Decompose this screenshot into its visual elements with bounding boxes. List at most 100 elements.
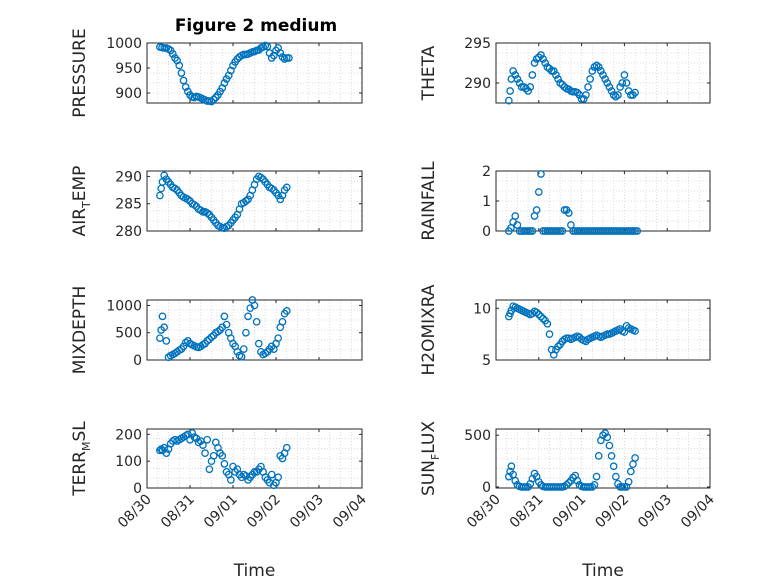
mixdepth-data-point <box>162 337 171 345</box>
mixdepth-series <box>156 296 291 362</box>
terr_msl-xtick-label: 09/04 <box>330 491 370 531</box>
terr_msl-data-point <box>220 460 229 468</box>
mixdepth-data-point <box>214 327 222 336</box>
air_temp-data-point <box>267 184 276 193</box>
pressure-grid <box>147 43 362 103</box>
pressure-series <box>156 41 293 106</box>
sun_flux-data-point <box>631 454 639 462</box>
sun_flux-xtick-label: 09/01 <box>550 492 590 532</box>
pressure-ytick-label: 950 <box>115 61 142 77</box>
terr_msl-xtick-label: 09/03 <box>287 492 327 532</box>
theta-ytick-label: 295 <box>464 36 491 52</box>
mixdepth-data-point <box>207 333 216 341</box>
pressure-ytick-label: 1000 <box>106 36 142 52</box>
terr_msl-plot-area <box>147 429 362 488</box>
pressure-axes-box <box>146 42 363 104</box>
theta-data-point <box>597 67 605 75</box>
theta-series <box>504 51 639 105</box>
mixdepth-data-point <box>222 320 231 329</box>
sun_flux-ytick-label: 500 <box>464 428 491 444</box>
theta-data-point <box>558 80 567 89</box>
theta-data-point <box>594 63 603 71</box>
sun_flux-data-point <box>590 481 599 489</box>
sun_flux-xlabel: Time <box>581 561 624 581</box>
terr_msl-series <box>156 429 291 490</box>
terr_msl-data-point <box>282 443 291 452</box>
h2omixra-data-point <box>534 310 543 319</box>
sun_flux-xtick-label: 09/03 <box>635 492 675 532</box>
sun_flux-xtick-label: 09/04 <box>678 491 718 531</box>
pressure-data-point <box>220 79 229 87</box>
theta-data-point <box>590 63 599 71</box>
air_temp-data-point <box>184 195 192 204</box>
panel-pressure: 900 950 1000 PRESSURE <box>70 28 363 118</box>
sun_flux-data-point <box>594 452 603 460</box>
rainfall-data-point <box>528 227 537 235</box>
theta-data-point <box>524 87 532 95</box>
sun_flux-data-point <box>592 472 601 481</box>
mixdepth-data-point <box>282 307 291 315</box>
air_temp-data-point <box>242 197 250 205</box>
theta-data-point <box>528 71 537 79</box>
h2omixra-ytick-label: 10 <box>473 301 491 317</box>
theta-data-point <box>511 71 520 79</box>
theta-data-point <box>607 87 616 95</box>
theta-data-point <box>522 84 530 93</box>
mixdepth-data-point <box>274 334 282 343</box>
theta-data-point <box>513 75 522 83</box>
air_temp-data-point <box>274 191 282 200</box>
sun_flux-xtick-label: 08/30 <box>464 492 504 532</box>
terr_msl-data-point <box>199 441 207 449</box>
air_temp-ytick-label: 280 <box>115 224 142 240</box>
mixdepth-data-point <box>160 323 169 332</box>
rainfall-data-point <box>537 170 545 178</box>
sun_flux-data-point <box>601 429 609 437</box>
air_temp-data-point <box>244 195 252 204</box>
theta-data-point <box>541 59 550 67</box>
pressure-data-point <box>181 83 190 91</box>
sun_flux-data-point <box>609 462 618 471</box>
air_temp-grid <box>147 171 362 231</box>
rainfall-data-point <box>511 212 520 220</box>
air_temp-data-point <box>257 173 265 182</box>
pressure-data-point <box>285 54 293 62</box>
sun_flux-data-point <box>511 476 520 485</box>
theta-data-point <box>530 59 539 67</box>
sun_flux-xtick-label: 09/02 <box>592 492 632 532</box>
h2omixra-grid <box>496 300 710 360</box>
pressure-data-point <box>276 49 285 57</box>
rainfall-data-point <box>558 227 567 235</box>
terr_msl-data-point <box>205 465 214 474</box>
theta-data-point <box>601 75 609 83</box>
terr_msl-data-point <box>274 473 282 482</box>
rainfall-data-point <box>532 206 541 214</box>
theta-data-point <box>545 64 554 73</box>
sun_flux-data-point <box>507 462 516 471</box>
terr_msl-xtick-label: 09/02 <box>244 492 284 532</box>
pressure-data-point <box>179 76 188 85</box>
theta-data-point <box>614 91 622 99</box>
pressure-data-point <box>160 44 169 52</box>
sun_flux-data-point <box>607 452 616 460</box>
terr_msl-data-point <box>218 451 227 460</box>
rainfall-data-point <box>534 188 543 196</box>
sun_flux-data-point <box>605 441 614 450</box>
air_temp-data-point <box>282 183 291 192</box>
theta-data-point <box>526 83 535 91</box>
terr_msl-ytick-label: 200 <box>115 427 142 443</box>
pressure-data-point <box>207 97 216 106</box>
mixdepth-ytick-label: 1000 <box>106 298 142 314</box>
sun_flux-series <box>504 429 639 491</box>
air_temp-series <box>156 171 291 233</box>
theta-data-point <box>618 79 627 87</box>
sun_flux-data-point <box>603 433 612 442</box>
h2omixra-data-point <box>537 312 545 321</box>
mixdepth-data-point <box>156 334 164 343</box>
terr_msl-data-point <box>201 449 209 457</box>
terr_msl-axes-box <box>146 428 363 489</box>
air_temp-ylabel: AIRTEMP <box>70 166 93 237</box>
mixdepth-data-point <box>239 345 248 353</box>
theta-data-point <box>509 67 517 75</box>
theta-data-point <box>564 85 573 94</box>
terr_msl-data-point <box>203 435 212 444</box>
